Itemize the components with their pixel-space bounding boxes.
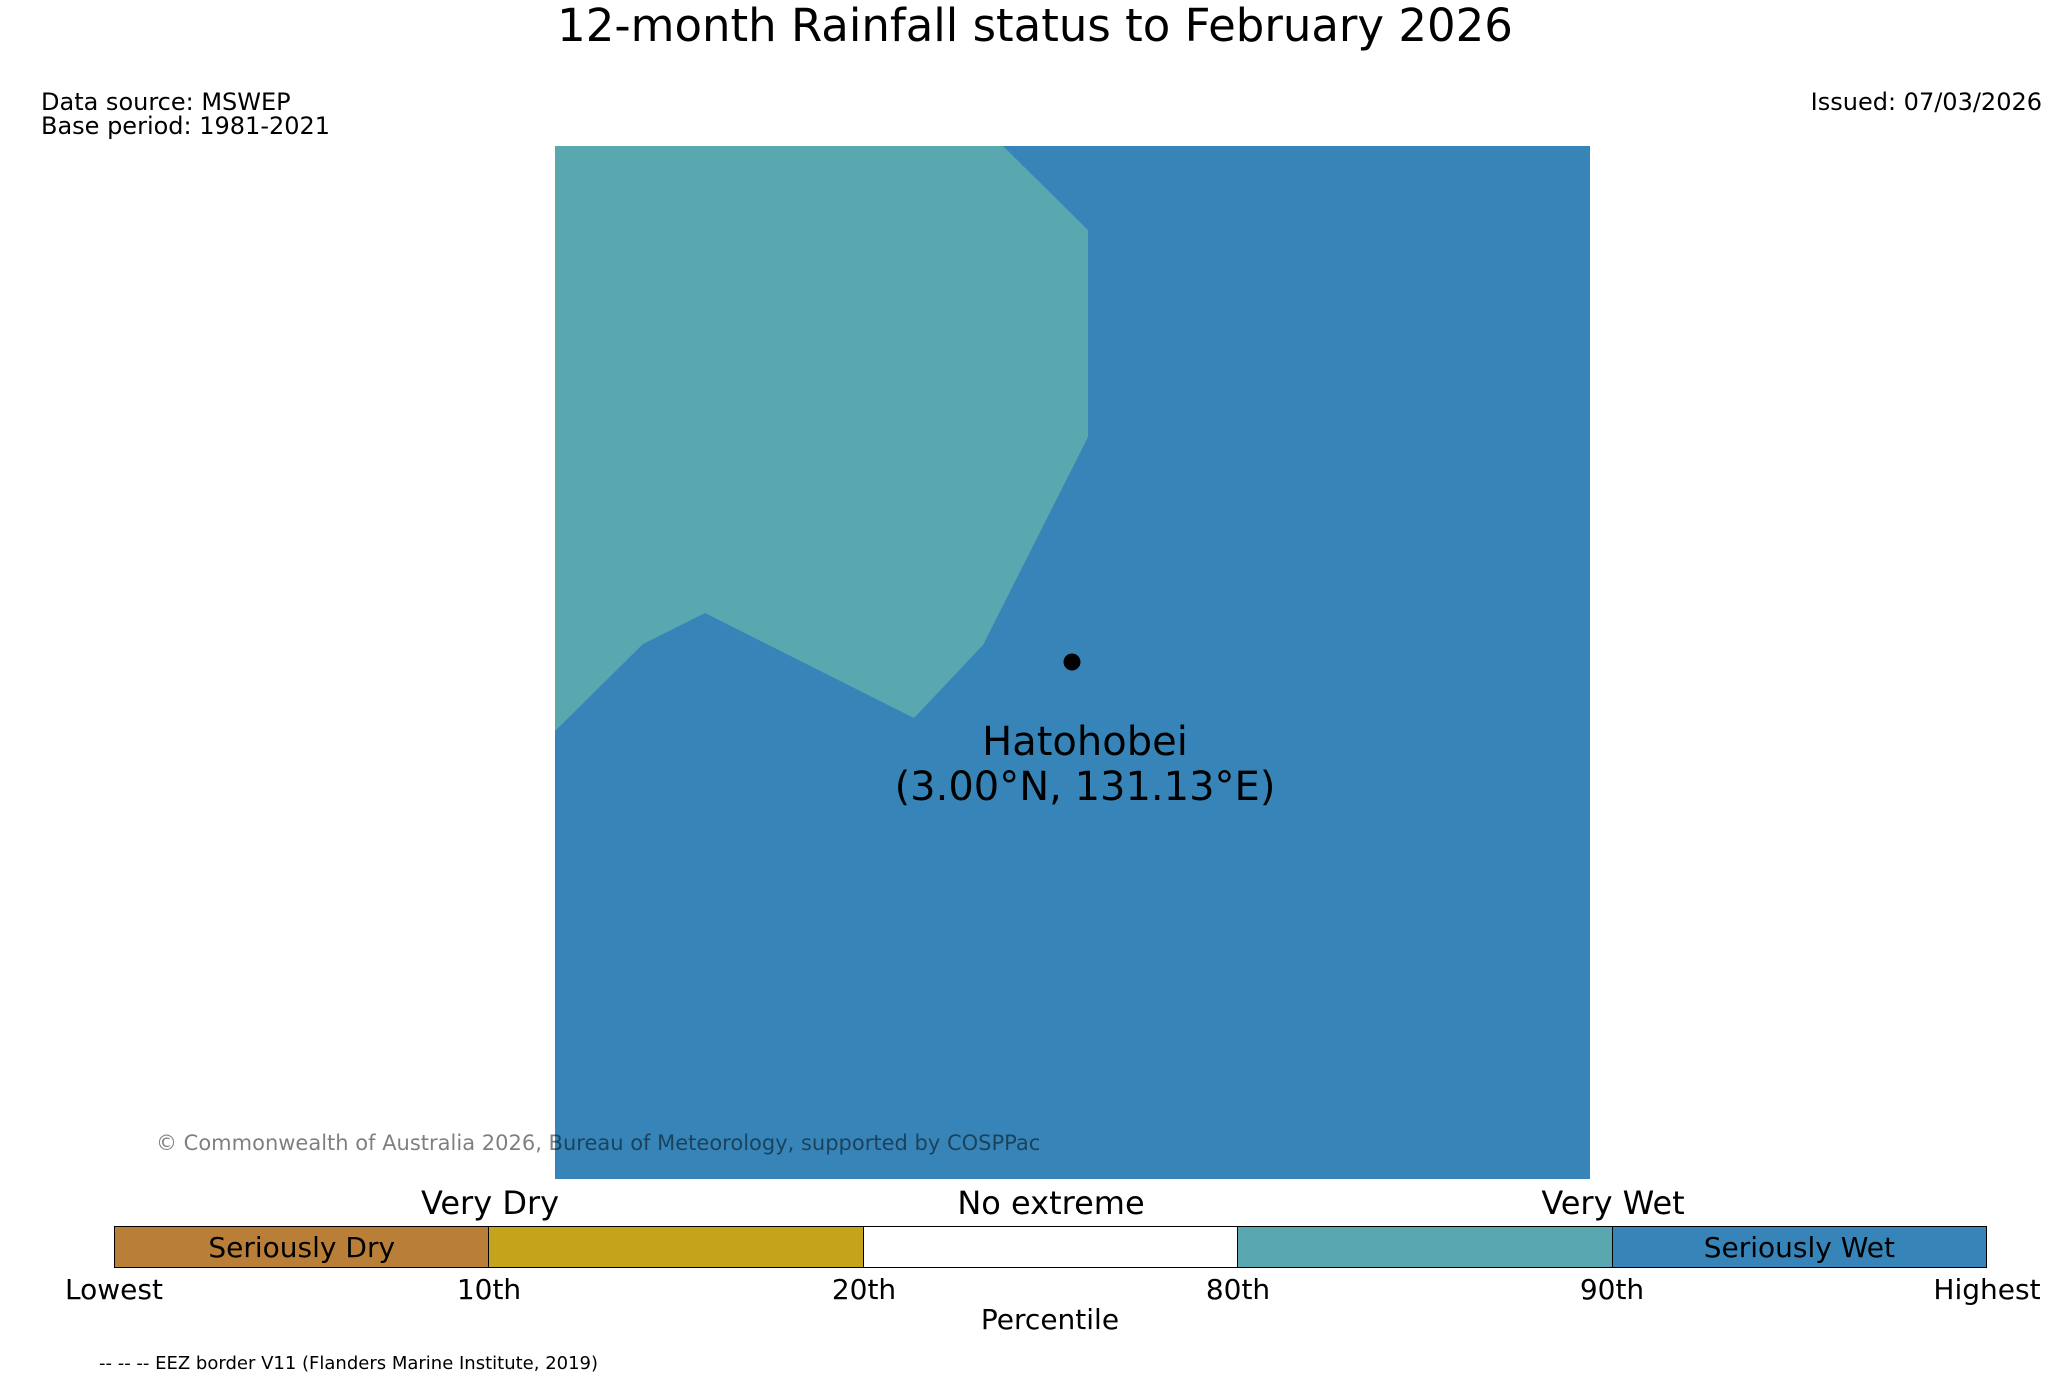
legend-tick-lowest: Lowest bbox=[65, 1273, 163, 1306]
data-source-text: Data source: MSWEP bbox=[41, 88, 291, 116]
rainfall-map bbox=[555, 146, 1590, 1179]
legend-tick-20th: 20th bbox=[831, 1273, 897, 1306]
legend-segment-very-dry bbox=[489, 1227, 864, 1267]
metadata-left: Data source: MSWEP Base period: 1981-202… bbox=[41, 90, 330, 138]
site-label: Hatohobei (3.00°N, 131.13°E) bbox=[760, 720, 1410, 810]
map-title: 12-month Rainfall status to February 202… bbox=[557, 0, 1513, 52]
legend-category-very-dry: Very Dry bbox=[420, 1184, 560, 1222]
issued-date-text: Issued: 07/03/2026 bbox=[1810, 88, 2042, 116]
very-wet-region bbox=[555, 146, 1088, 731]
legend-category-no-extreme: No extreme bbox=[957, 1184, 1145, 1222]
base-period-text: Base period: 1981-2021 bbox=[41, 112, 331, 140]
legend-colorbar: Seriously Dry Seriously Wet bbox=[114, 1226, 1987, 1268]
legend-segment-seriously-wet: Seriously Wet bbox=[1612, 1227, 1987, 1267]
rainfall-map-canvas bbox=[555, 146, 1590, 1179]
site-marker bbox=[1063, 653, 1081, 671]
site-name: Hatohobei bbox=[982, 719, 1188, 765]
site-coordinates: (3.00°N, 131.13°E) bbox=[894, 764, 1276, 810]
legend-axis-label: Percentile bbox=[980, 1303, 1120, 1336]
eez-footnote: -- -- -- EEZ border V11 (Flanders Marine… bbox=[99, 1353, 599, 1374]
legend-segment-no-extreme bbox=[863, 1227, 1239, 1267]
legend-segment-very-wet bbox=[1238, 1227, 1613, 1267]
legend-segment-seriously-dry: Seriously Dry bbox=[115, 1227, 490, 1267]
legend-category-very-wet: Very Wet bbox=[1541, 1184, 1685, 1222]
legend-tick-10th: 10th bbox=[456, 1273, 522, 1306]
legend-tick-90th: 90th bbox=[1579, 1273, 1645, 1306]
legend-tick-80th: 80th bbox=[1205, 1273, 1271, 1306]
copyright-notice: © Commonwealth of Australia 2026, Bureau… bbox=[156, 1131, 1041, 1155]
legend-tick-highest: Highest bbox=[1933, 1273, 2041, 1306]
